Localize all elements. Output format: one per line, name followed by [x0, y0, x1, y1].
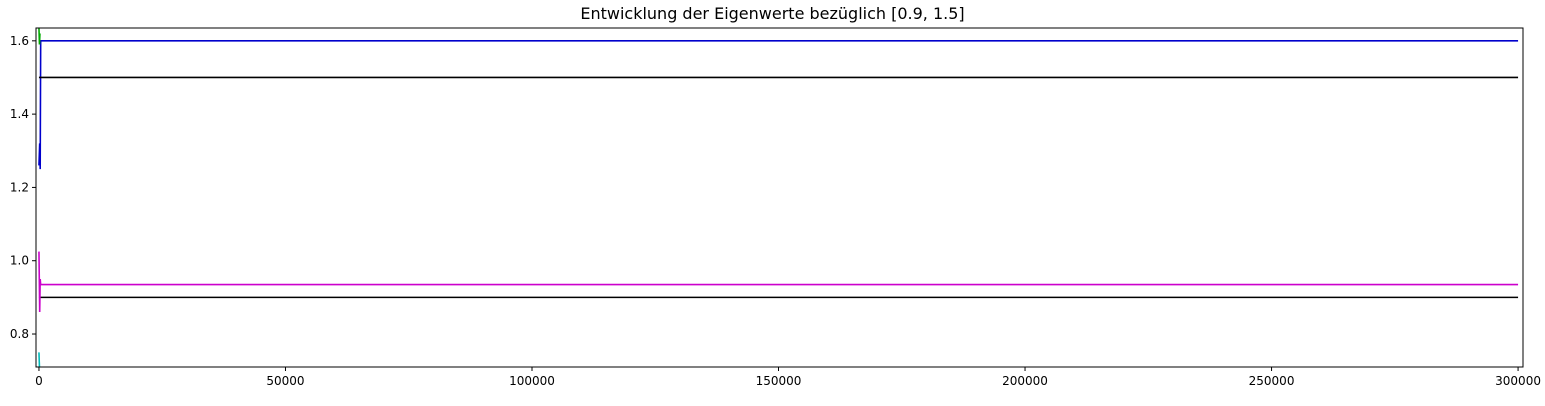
y-tick-label-3: 1.4 [10, 107, 29, 121]
x-tick-label-4: 200000 [1002, 374, 1048, 388]
plot-frame [35, 27, 1524, 368]
axes-layer: 0 50000 100000 150000 200000 250000 300000 0.8 1… [10, 27, 1541, 388]
x-tick-label-2: 100000 [509, 374, 555, 388]
x-tick-label-1: 50000 [266, 374, 304, 388]
y-tick-label-0: 0.8 [10, 327, 29, 341]
y-tick-label-4: 1.6 [10, 34, 29, 48]
series-line-4 [38, 28, 41, 45]
y-tick-label-2: 1.2 [10, 180, 29, 194]
x-tick-label-0: 0 [35, 374, 43, 388]
series-line-0 [38, 40, 1519, 170]
x-tick-label-6: 300000 [1495, 374, 1541, 388]
x-tick-label-3: 150000 [756, 374, 802, 388]
series-layer [38, 28, 1519, 367]
series-line-3 [38, 251, 1519, 313]
y-tick-label-1: 1.0 [10, 254, 29, 268]
chart-title: Entwicklung der Eigenwerte bezüglich [0.… [580, 4, 965, 23]
x-tick-label-5: 250000 [1249, 374, 1295, 388]
